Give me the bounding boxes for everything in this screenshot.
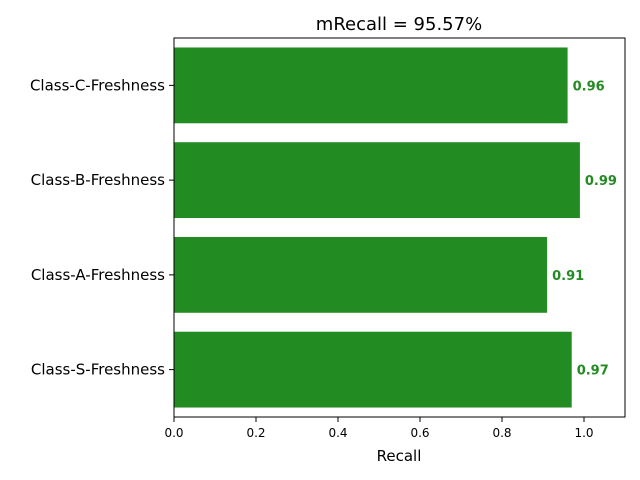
data-label-class-c-freshness: 0.96 [573,79,605,94]
y-tick-label: Class-A-Freshness [31,266,165,284]
data-label-class-s-freshness: 0.97 [577,364,609,379]
plot-frame [173,37,626,418]
data-label-class-b-freshness: 0.99 [585,174,617,189]
bars-group: 0.96 0.99 0.91 0.97 [174,47,617,408]
chart-title: mRecall = 95.57% [316,14,482,35]
y-axis-ticks: Class-C-Freshness Class-B-Freshness Class-… [30,76,174,379]
bar-class-s-freshness [174,331,572,408]
x-tick-label: 1.0 [574,426,593,440]
bar-class-c-freshness [174,47,568,124]
bar-class-a-freshness [174,236,548,313]
x-tick-label: 0.2 [246,426,265,440]
x-axis-label: Recall [377,447,422,465]
x-axis-ticks: 0.0 0.2 0.4 0.6 0.8 1.0 [164,417,594,440]
y-tick-label: Class-B-Freshness [31,171,166,189]
x-tick-label: 0.6 [410,426,429,440]
y-tick-label: Class-C-Freshness [30,76,165,94]
x-tick-label: 0.4 [328,426,347,440]
x-tick-label: 0.0 [164,426,183,440]
x-tick-label: 0.8 [492,426,511,440]
y-tick-label: Class-S-Freshness [31,361,165,379]
data-label-class-a-freshness: 0.91 [552,269,584,284]
bar-class-b-freshness [174,142,580,219]
